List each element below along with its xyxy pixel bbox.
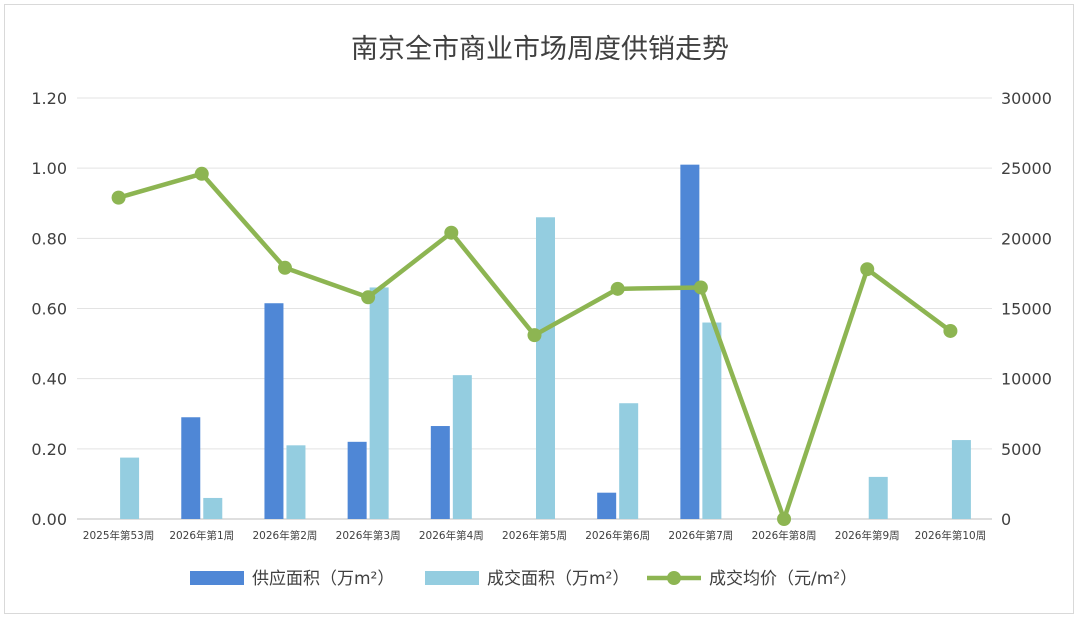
left-tick-label: 0.20 bbox=[31, 440, 67, 459]
x-tick-label: 2026年第1周 bbox=[169, 529, 234, 542]
legend-swatch bbox=[190, 571, 244, 585]
supply-bar bbox=[597, 492, 617, 519]
legend-label: 成交面积（万m²） bbox=[487, 569, 629, 589]
supply-bar bbox=[347, 441, 367, 519]
right-tick-label: 25000 bbox=[1001, 159, 1052, 178]
x-tick-label: 2026年第7周 bbox=[668, 529, 733, 542]
transaction-bar bbox=[369, 287, 389, 519]
transaction-bar bbox=[951, 440, 971, 519]
legend-marker bbox=[667, 571, 681, 585]
transaction-bar bbox=[702, 322, 722, 519]
legend-label: 供应面积（万m²） bbox=[252, 569, 394, 589]
chart-frame: 南京全市商业市场周度供销走势 0.00 0.20 0.40 0.60 0.80 1.00 1… bbox=[4, 4, 1074, 614]
gridlines bbox=[77, 97, 992, 520]
legend-swatch bbox=[425, 571, 479, 585]
x-tick-label: 2026年第6周 bbox=[585, 529, 650, 542]
supply-bar bbox=[264, 303, 284, 519]
price-point bbox=[277, 260, 292, 275]
supply-bar bbox=[181, 417, 201, 519]
price-point bbox=[444, 225, 459, 240]
price-point bbox=[693, 280, 708, 295]
left-tick-label: 0.40 bbox=[31, 370, 67, 389]
right-tick-label: 5000 bbox=[1001, 440, 1042, 459]
left-tick-label: 0.60 bbox=[31, 300, 67, 319]
price-point bbox=[610, 281, 625, 296]
left-tick-label: 0.00 bbox=[31, 510, 67, 529]
chart-title: 南京全市商业市场周度供销走势 bbox=[351, 34, 729, 65]
x-tick-label: 2026年第9周 bbox=[835, 529, 900, 542]
price-line-path bbox=[117, 171, 952, 522]
price-point bbox=[194, 166, 209, 181]
right-tick-label: 30000 bbox=[1001, 89, 1052, 108]
right-tick-label: 0 bbox=[1001, 510, 1011, 529]
transaction-bar bbox=[120, 457, 140, 519]
left-tick-label: 0.80 bbox=[31, 229, 67, 248]
transaction-bar bbox=[286, 445, 306, 519]
left-tick-label: 1.00 bbox=[31, 159, 67, 178]
x-tick-label: 2026年第5周 bbox=[502, 529, 567, 542]
price-point bbox=[943, 323, 958, 338]
right-tick-label: 20000 bbox=[1001, 229, 1052, 248]
legend-label: 成交均价（元/m²） bbox=[709, 569, 857, 589]
left-axis-ticks: 0.00 0.20 0.40 0.60 0.80 1.00 1.20 bbox=[31, 89, 67, 529]
price-point bbox=[860, 262, 875, 277]
right-tick-label: 10000 bbox=[1001, 370, 1052, 389]
x-tick-label: 2025年第53周 bbox=[83, 529, 155, 542]
right-axis-ticks: 0 5000 10000 15000 20000 25000 30000 bbox=[1001, 89, 1052, 529]
transaction-bar bbox=[868, 476, 888, 519]
price-point bbox=[111, 190, 126, 205]
chart-svg: 南京全市商业市场周度供销走势 0.00 0.20 0.40 0.60 0.80 1.00 1… bbox=[31, 34, 1052, 589]
supply-bar bbox=[430, 426, 450, 519]
transaction-bar bbox=[619, 403, 639, 519]
transaction-bar bbox=[452, 375, 472, 519]
right-tick-label: 15000 bbox=[1001, 300, 1052, 319]
supply-bar bbox=[680, 164, 700, 520]
price-point bbox=[361, 290, 376, 305]
x-tick-label: 2026年第4周 bbox=[419, 529, 484, 542]
legend: 供应面积（万m²） 成交面积（万m²） 成交均价（元/m²） bbox=[190, 569, 857, 589]
x-tick-label: 2026年第8周 bbox=[752, 529, 817, 542]
price-point bbox=[527, 328, 542, 343]
x-tick-label: 2026年第10周 bbox=[915, 529, 987, 542]
price-point bbox=[777, 512, 792, 526]
price-line bbox=[111, 166, 958, 526]
transaction-bar bbox=[536, 217, 555, 520]
bars bbox=[120, 164, 971, 520]
left-tick-label: 1.20 bbox=[31, 89, 67, 108]
x-axis-ticks: 2025年第53周 2026年第1周 2026年第2周 2026年第3周 2026年第4… bbox=[83, 529, 986, 542]
x-tick-label: 2026年第3周 bbox=[336, 529, 401, 542]
transaction-bar bbox=[203, 497, 223, 519]
x-tick-label: 2026年第2周 bbox=[253, 529, 318, 542]
